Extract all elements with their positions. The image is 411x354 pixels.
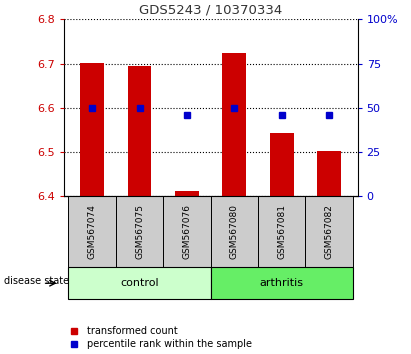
- Text: GSM567076: GSM567076: [182, 204, 192, 259]
- Text: GSM567075: GSM567075: [135, 204, 144, 259]
- Bar: [211, 267, 353, 299]
- Text: GSM567082: GSM567082: [325, 204, 334, 259]
- Bar: [163, 196, 211, 267]
- Title: GDS5243 / 10370334: GDS5243 / 10370334: [139, 4, 282, 17]
- Text: control: control: [120, 278, 159, 288]
- Bar: [69, 196, 116, 267]
- Bar: [222, 53, 246, 196]
- Text: GSM567074: GSM567074: [88, 204, 97, 259]
- Legend: transformed count, percentile rank within the sample: transformed count, percentile rank withi…: [65, 326, 252, 349]
- Bar: [270, 133, 293, 196]
- Bar: [305, 196, 353, 267]
- Bar: [116, 196, 163, 267]
- Bar: [128, 66, 151, 196]
- Text: GSM567081: GSM567081: [277, 204, 286, 259]
- Text: arthritis: arthritis: [260, 278, 304, 288]
- Bar: [317, 151, 341, 196]
- Text: GSM567080: GSM567080: [230, 204, 239, 259]
- Text: disease state: disease state: [4, 276, 69, 286]
- Bar: [211, 196, 258, 267]
- Bar: [175, 191, 199, 196]
- Bar: [80, 63, 104, 196]
- Bar: [69, 267, 211, 299]
- Bar: [258, 196, 305, 267]
